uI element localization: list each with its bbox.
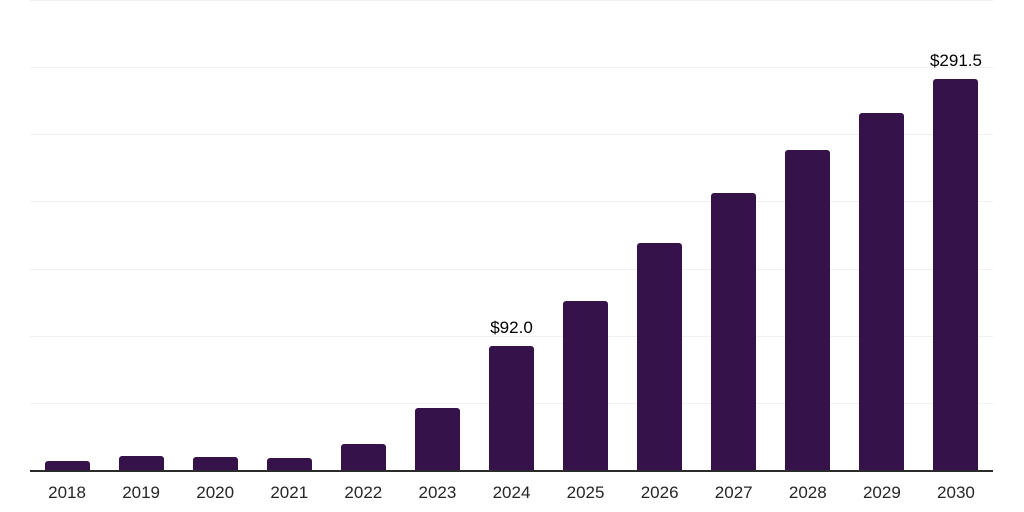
bar-2023[interactable] (414, 408, 460, 470)
x-axis-tick-labels: 2018 2019 2020 2021 2022 2023 2024 2025 2026 2027… (30, 483, 993, 505)
gridline-150 (30, 268, 993, 270)
bar-2021[interactable] (266, 457, 312, 470)
bar-2026[interactable] (637, 243, 683, 470)
x-tick-label-2028: 2028 (788, 483, 827, 502)
gridline-350 (30, 0, 993, 1)
bar-2027[interactable] (711, 192, 757, 470)
bar-2025[interactable] (563, 301, 609, 470)
gridline-250 (30, 134, 993, 136)
bar-2028[interactable] (785, 149, 831, 470)
bar-2029[interactable] (859, 112, 905, 470)
bar-2022[interactable] (340, 444, 386, 470)
gridline-100 (30, 335, 993, 337)
x-tick-label-2025: 2025 (566, 483, 605, 502)
x-tick-label-2020: 2020 (196, 483, 235, 502)
gridline-300 (30, 67, 993, 69)
x-tick-label-2021: 2021 (270, 483, 309, 502)
value-label-2024: $92.0 (490, 318, 533, 338)
x-tick-label-2022: 2022 (344, 483, 383, 502)
bar-2030[interactable] (933, 78, 979, 470)
x-tick-label-2019: 2019 (122, 483, 161, 502)
x-tick-label-2029: 2029 (862, 483, 901, 502)
x-tick-label-2027: 2027 (714, 483, 753, 502)
x-tick-label-2023: 2023 (418, 483, 457, 502)
x-tick-label-2026: 2026 (640, 483, 679, 502)
bar-2019[interactable] (118, 456, 164, 470)
x-tick-label-2030: 2030 (937, 483, 975, 502)
gridline-200 (30, 201, 993, 203)
value-label-2030: $291.5 (929, 50, 982, 70)
plot-area: $92.0 $291.5 (30, 0, 993, 472)
bar-2024[interactable] (489, 346, 534, 470)
x-tick-label-2024: 2024 (492, 483, 531, 502)
x-tick-label-2018: 2018 (48, 483, 86, 502)
bar-2018[interactable] (44, 460, 90, 470)
bar-2020[interactable] (192, 457, 238, 470)
